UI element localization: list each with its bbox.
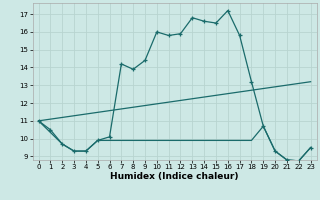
- X-axis label: Humidex (Indice chaleur): Humidex (Indice chaleur): [110, 172, 239, 181]
